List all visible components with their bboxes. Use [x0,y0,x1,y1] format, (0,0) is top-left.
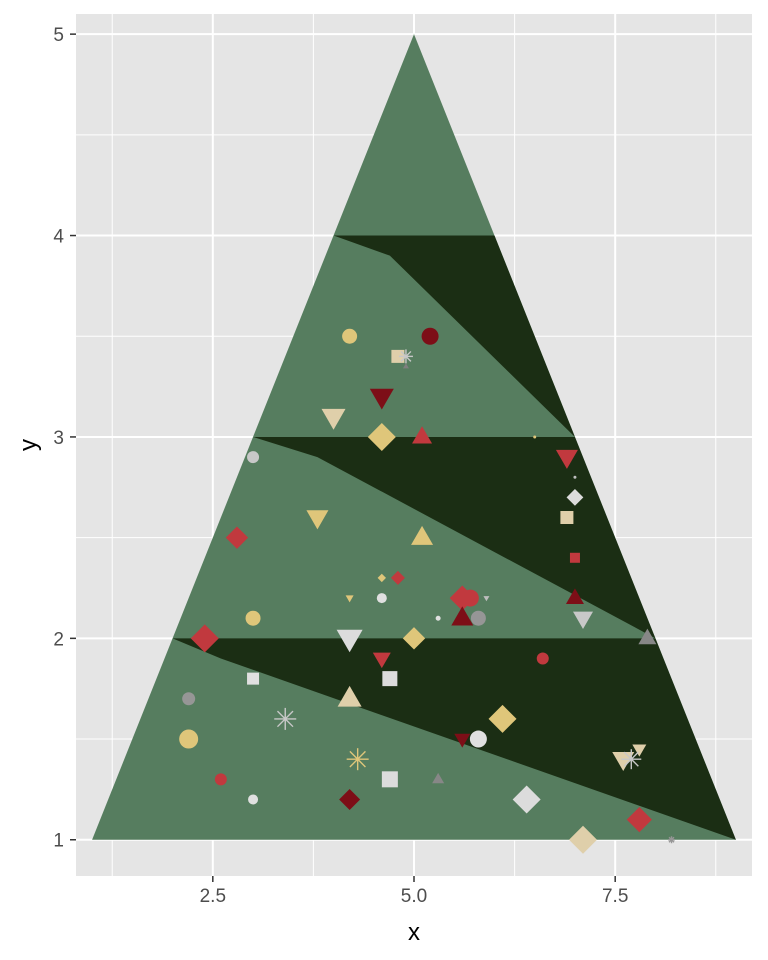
point-circle-54 [248,794,259,805]
point-diamond-57 [626,807,652,833]
point-triangle-down-31 [483,596,490,602]
point-circle-9 [247,451,260,464]
point-triangle-8 [412,426,433,444]
point-circle-46 [469,730,487,748]
point-diamond-23 [390,570,405,585]
x-axis-title: x [408,919,420,946]
point-triangle-53 [432,772,445,784]
point-diamond-43 [488,704,517,733]
point-square-40 [382,671,398,687]
point-circle-38 [182,692,196,706]
point-diamond-13 [566,488,584,506]
point-triangle-down-20 [573,611,593,629]
point-triangle-down-34 [336,629,363,653]
point-square-39 [247,672,260,685]
y-axis-title: y [15,439,42,451]
point-asterisk-59 [668,836,676,844]
point-triangle-down-49 [632,744,647,757]
y-tick-label-0: 1 [53,831,64,852]
x-tick-label-2: 7.5 [602,886,628,907]
point-triangle-down-16 [306,510,329,530]
point-triangle-down-11 [555,449,578,469]
data-points [179,327,676,854]
point-circle-24 [376,593,387,604]
point-asterisk-42 [274,707,297,730]
point-triangle-21 [638,628,657,645]
point-triangle-down-45 [454,733,471,748]
tree-shadow-0 [333,235,575,437]
y-tick-label-2: 3 [53,428,64,449]
point-diamond-35 [402,627,426,650]
y-axis: 1 2 3 4 5 [53,25,76,852]
point-triangle-4 [402,363,409,369]
y-tick-label-3: 4 [53,227,64,248]
point-circle-0 [342,328,358,344]
point-circle-12 [573,475,577,479]
x-axis: 2.5 5.0 7.5 [200,876,628,907]
point-circle-51 [214,773,227,786]
y-tick-label-4: 5 [53,25,64,46]
point-diamond-29 [449,585,475,611]
point-circle-37 [536,652,549,665]
point-diamond-55 [339,788,361,810]
point-asterisk-47 [346,748,369,771]
y-tick-label-1: 2 [53,629,64,650]
point-triangle-down-25 [345,595,354,603]
point-diamond-58 [569,825,597,854]
point-triangle-41 [337,685,362,707]
point-asterisk-50 [621,749,642,770]
point-circle-28 [470,610,486,626]
tree-shadow-1 [253,436,656,639]
point-circle-32 [245,610,261,626]
point-square-2 [391,349,405,363]
point-diamond-22 [377,573,387,583]
point-square-52 [381,771,398,788]
x-tick-label-0: 2.5 [200,886,226,907]
tree-polygons [92,34,736,840]
tree-shadow-2 [172,638,736,840]
point-diamond-56 [512,785,541,814]
point-triangle-17 [411,525,434,545]
point-triangle-30 [451,606,474,626]
point-circle-44 [179,729,199,749]
point-diamond-15 [225,526,249,549]
point-square-18 [569,552,580,563]
x-tick-label-1: 5.0 [401,886,427,907]
point-square-14 [560,511,574,525]
point-asterisk-3 [398,349,413,364]
point-diamond-7 [367,422,396,451]
point-diamond-33 [190,624,219,653]
point-circle-10 [533,435,537,439]
point-circle-26 [435,615,441,621]
point-triangle-down-5 [321,408,346,430]
point-triangle-down-6 [369,388,394,410]
point-triangle-down-36 [372,652,391,669]
point-circle-1 [421,327,439,345]
point-triangle-19 [565,588,584,604]
